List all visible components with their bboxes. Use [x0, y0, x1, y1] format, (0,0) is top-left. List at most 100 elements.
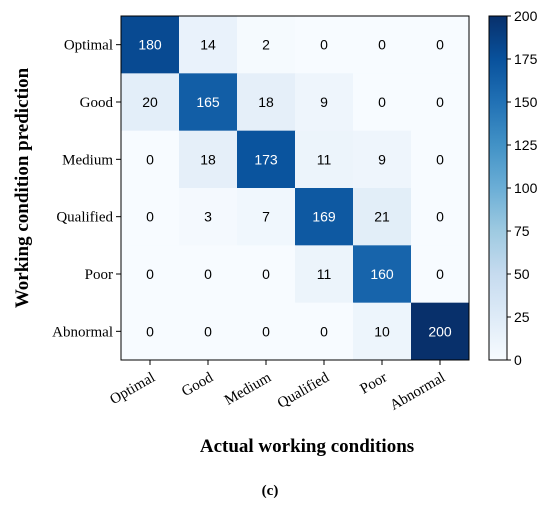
heatmap-cell [121, 130, 180, 189]
heatmap-cell [179, 130, 238, 189]
colorbar-tick-label: 125 [514, 137, 538, 153]
cell-value-label: 11 [317, 151, 332, 167]
x-tick-label: Qualified [275, 369, 332, 411]
cell-value-label: 0 [262, 323, 270, 339]
colorbar-tick-label: 175 [514, 51, 538, 67]
heatmap-cell [295, 245, 354, 304]
cell-value-label: 9 [320, 94, 328, 110]
heatmap-cell [179, 188, 238, 246]
x-tick-label: Medium [222, 369, 274, 408]
heatmap-cell [295, 188, 354, 246]
colorbar: 0 25 50 75 100 125 150 175 200 [488, 8, 538, 368]
cell-value-label: 0 [146, 151, 154, 167]
heatmap-cell [121, 73, 180, 132]
heatmap-cell [237, 302, 296, 361]
cell-value-label: 11 [317, 266, 332, 282]
cell-value-label: 2 [262, 37, 270, 53]
heatmap-cell [411, 73, 470, 132]
cell-value-label: 20 [142, 94, 158, 110]
cell-value-label: 0 [204, 323, 212, 339]
heatmap-cell [179, 245, 238, 304]
colorbar-tick-label: 0 [514, 352, 522, 368]
heatmap-cell [121, 245, 180, 304]
heatmap-cell [411, 188, 470, 246]
cell-value-label: 173 [254, 151, 278, 167]
y-tick-label: Optimal [64, 38, 113, 54]
colorbar-tick-label: 100 [514, 180, 538, 196]
cell-value-label: 10 [374, 323, 390, 339]
cell-value-label: 0 [436, 94, 444, 110]
colorbar-tick-label: 150 [514, 94, 538, 110]
cell-value-label: 0 [436, 209, 444, 225]
heatmap-cell [353, 245, 412, 304]
y-axis-label: Working condition prediction [12, 67, 33, 308]
x-axis-label: Actual working conditions [200, 436, 414, 457]
cell-value-label: 7 [262, 209, 270, 225]
y-tick-label: Good [80, 95, 114, 111]
cell-value-label: 0 [146, 209, 154, 225]
heatmap-cell [179, 16, 238, 74]
cell-value-label: 18 [258, 94, 274, 110]
heatmap-cell [237, 16, 296, 74]
heatmap-cell [121, 188, 180, 246]
cell-value-label: 180 [138, 37, 162, 53]
cell-value-label: 165 [196, 94, 220, 110]
cell-value-label: 18 [200, 151, 216, 167]
heatmap-cells: 180 14 2 0 0 020 165 18 9 0 00 18 173 11 9 00 3 7 169 21 00 0… [121, 16, 470, 361]
heatmap-cell [237, 73, 296, 132]
colorbar-tick-label: 50 [514, 266, 530, 282]
y-tick-labels: Optimal Good Medium Qualified Poor Abnormal [52, 38, 121, 340]
heatmap-cell [353, 302, 412, 361]
heatmap-cell [295, 302, 354, 361]
cell-value-label: 0 [146, 266, 154, 282]
y-tick-label: Poor [85, 267, 113, 283]
plot-frame [120, 15, 470, 361]
colorbar-tick-label: 75 [514, 223, 530, 239]
cell-value-label: 21 [374, 209, 390, 225]
colorbar-ticks: 0 25 50 75 100 125 150 175 200 [507, 8, 538, 368]
heatmap-cell [411, 16, 470, 74]
cell-value-label: 0 [436, 151, 444, 167]
y-tick-label: Qualified [56, 210, 113, 226]
cell-value-label: 9 [378, 151, 386, 167]
y-tick-label: Abnormal [52, 324, 113, 340]
cell-value-label: 0 [436, 266, 444, 282]
heatmap-cell [295, 73, 354, 132]
heatmap-cell [411, 130, 470, 189]
heatmap-cell [121, 302, 180, 361]
heatmap-cell [411, 245, 470, 304]
colorbar-gradient [488, 15, 508, 361]
heatmap-cell [295, 16, 354, 74]
x-tick-label: Good [179, 369, 216, 400]
heatmap-cell [353, 188, 412, 246]
cell-value-label: 0 [378, 37, 386, 53]
heatmap-cell [353, 130, 412, 189]
x-tick-label: Optimal [107, 370, 158, 408]
cell-value-label: 169 [312, 209, 336, 225]
y-tick-label: Medium [62, 152, 113, 168]
heatmap-cell [237, 188, 296, 246]
heatmap-cell [295, 130, 354, 189]
cell-value-label: 160 [370, 266, 394, 282]
cell-value-label: 0 [204, 266, 212, 282]
cell-value-label: 3 [204, 209, 212, 225]
cell-value-label: 200 [428, 323, 452, 339]
cell-value-label: 0 [436, 37, 444, 53]
cell-value-label: 0 [320, 37, 328, 53]
heatmap-cell [237, 130, 296, 189]
colorbar-tick-label: 25 [514, 309, 530, 325]
cell-value-label: 0 [320, 323, 328, 339]
cell-value-label: 14 [200, 37, 216, 53]
heatmap-cell [411, 302, 470, 361]
heatmap-cell [353, 16, 412, 74]
cell-value-label: 0 [146, 323, 154, 339]
heatmap-cell [179, 73, 238, 132]
cell-value-label: 0 [378, 94, 386, 110]
heatmap-cell [179, 302, 238, 361]
cell-value-label: 0 [262, 266, 270, 282]
heatmap-cell [237, 245, 296, 304]
heatmap-cell [353, 73, 412, 132]
panel-label: (c) [262, 483, 279, 499]
